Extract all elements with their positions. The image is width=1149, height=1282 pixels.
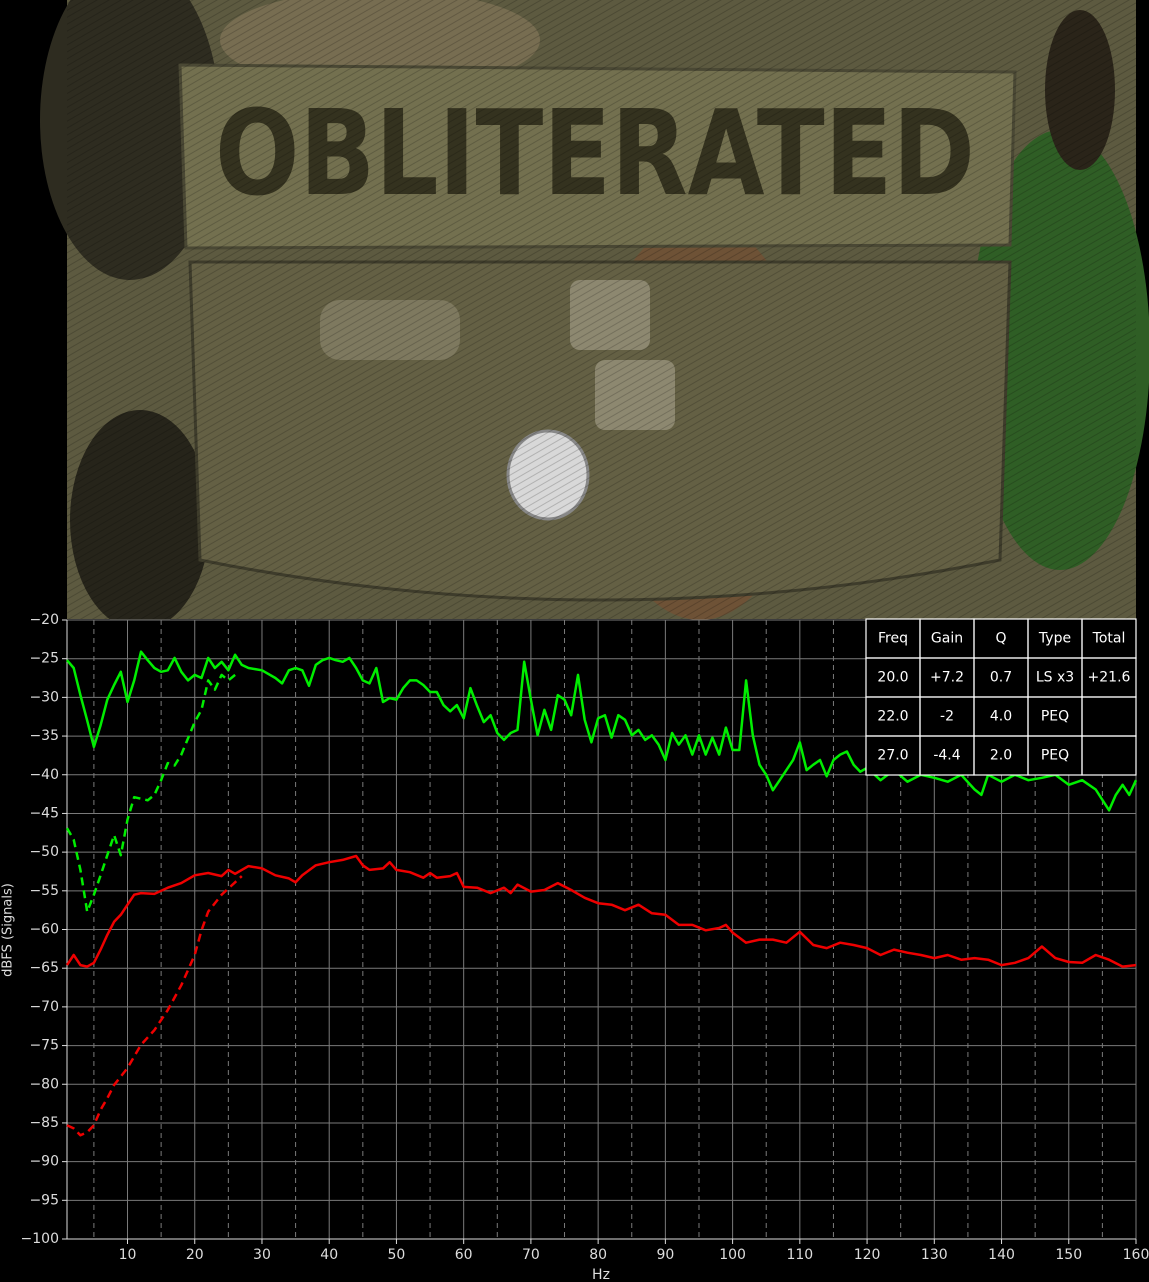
x-tick-label: 50: [388, 1247, 406, 1263]
x-tick-label: 110: [786, 1247, 813, 1263]
series-line: [65, 854, 1137, 968]
fabric-texture: [67, 0, 1136, 619]
table-cell-text: PEQ: [1041, 748, 1069, 764]
table-cell-text: Total: [1092, 631, 1126, 647]
x-tick-label: 140: [988, 1247, 1015, 1263]
x-tick-label: 160: [1123, 1247, 1149, 1263]
table-cell-text: 22.0: [877, 709, 908, 725]
table-cell-text: 4.0: [990, 709, 1012, 725]
table-cell-text: 0.7: [990, 670, 1012, 686]
table-cell-text: Q: [995, 631, 1006, 647]
y-tick-label: −40: [29, 767, 59, 783]
table-cell-text: LS x3: [1036, 670, 1074, 686]
x-tick-label: 10: [119, 1247, 137, 1263]
table-cell-text: +21.6: [1088, 670, 1131, 686]
y-tick-label: −30: [29, 689, 59, 705]
filter-table: Freq Gain Q Type Total 20.0 +7.2 0.7 LS x3 +21.6 2…: [865, 618, 1137, 776]
y-tick-label: −20: [29, 612, 59, 628]
table-cell-text: Freq: [878, 631, 908, 647]
table-cell-text: +7.2: [930, 670, 964, 686]
x-tick-label: 40: [320, 1247, 338, 1263]
y-tick-label: −25: [29, 651, 59, 667]
y-tick-label: −60: [29, 922, 59, 938]
table-cell-text: 2.0: [990, 748, 1012, 764]
y-tick-label: −95: [29, 1192, 59, 1208]
x-axis-label: Hz: [592, 1267, 610, 1282]
x-tick-label: 120: [854, 1247, 881, 1263]
series-line: [66, 875, 243, 1137]
y-tick-label: −75: [29, 1038, 59, 1054]
table-cell-text: PEQ: [1041, 709, 1069, 725]
x-tick-label: 130: [921, 1247, 948, 1263]
x-tick-label: 70: [522, 1247, 540, 1263]
y-tick-label: −90: [29, 1154, 59, 1170]
table-cell-text: Type: [1038, 631, 1071, 647]
x-tick-label: 80: [589, 1247, 607, 1263]
x-tick-label: 20: [186, 1247, 204, 1263]
x-tick-label: 90: [656, 1247, 674, 1263]
x-tick-label: 60: [455, 1247, 473, 1263]
poster: OBLITERATED: [40, 0, 1149, 630]
y-tick-label: −85: [29, 1115, 59, 1131]
table-cell-text: 27.0: [877, 748, 908, 764]
table-cell: [1081, 735, 1137, 776]
table-cell-text: 20.0: [877, 670, 908, 686]
y-tick-label: −65: [29, 960, 59, 976]
y-tick-label: −45: [29, 805, 59, 821]
y-tick-label: −80: [29, 1076, 59, 1092]
table-cell-text: -4.4: [933, 748, 960, 764]
y-tick-label: −100: [21, 1231, 59, 1247]
y-tick-label: −50: [29, 844, 59, 860]
x-tick-label: 100: [719, 1247, 746, 1263]
series-line: [66, 650, 1138, 812]
x-tick-label: 30: [253, 1247, 271, 1263]
y-tick-label: −35: [29, 728, 59, 744]
series-line: [65, 673, 236, 913]
y-tick-label: −55: [29, 883, 59, 899]
y-tick-label: −70: [29, 999, 59, 1015]
x-tick-label: 150: [1055, 1247, 1082, 1263]
table-cell-text: Gain: [931, 631, 963, 647]
y-axis-label: dBFS (Signals): [1, 883, 16, 977]
table-cell-text: -2: [940, 709, 954, 725]
